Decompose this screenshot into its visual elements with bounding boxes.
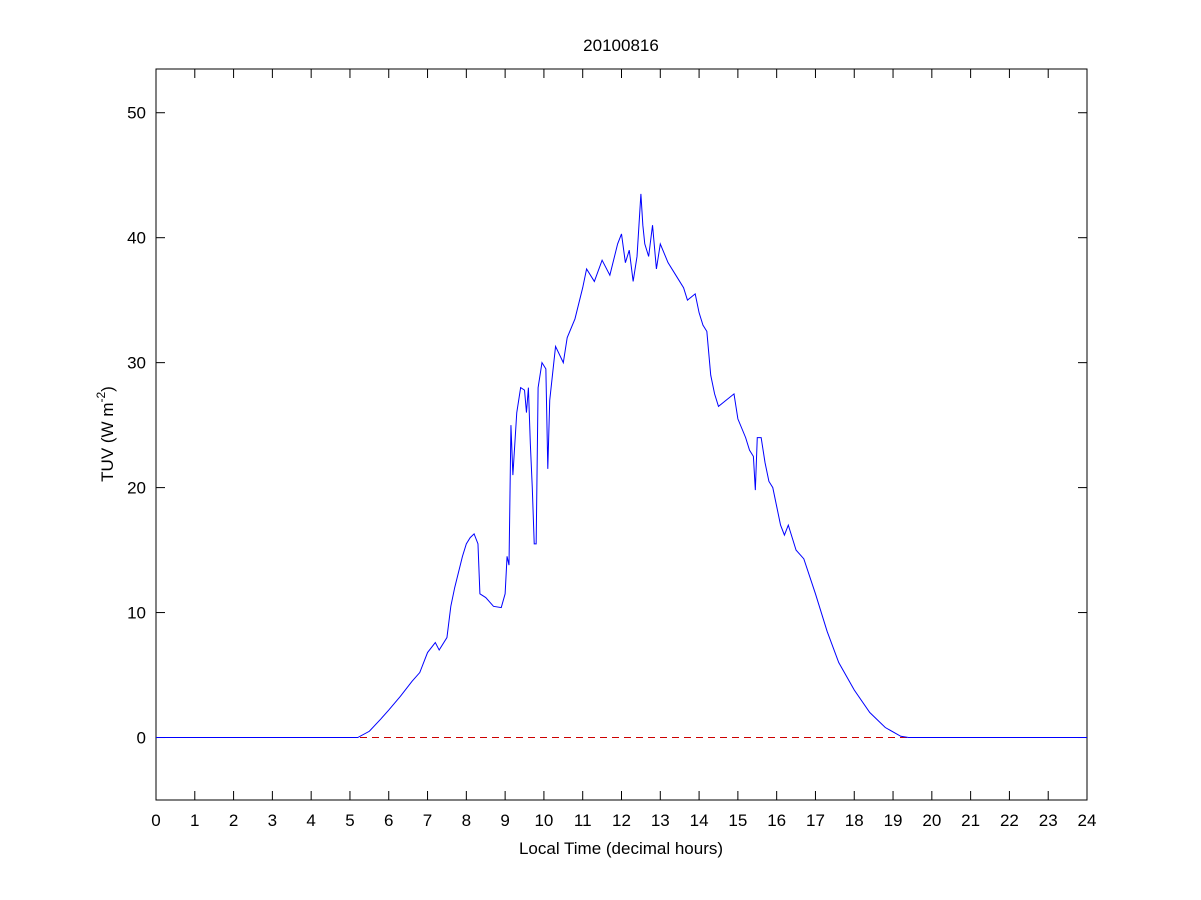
x-tick-label: 1 — [190, 811, 199, 830]
x-tick-label: 22 — [1000, 811, 1019, 830]
x-tick-label: 3 — [268, 811, 277, 830]
x-tick-label: 6 — [384, 811, 393, 830]
axes-box — [155, 68, 1088, 801]
x-tick-label: 16 — [767, 811, 786, 830]
x-tick-label: 10 — [534, 811, 553, 830]
x-tick-label: 21 — [961, 811, 980, 830]
x-tick-label: 13 — [651, 811, 670, 830]
x-tick-label: 14 — [690, 811, 709, 830]
y-tick-label: 0 — [137, 729, 146, 748]
x-axis-label: Local Time (decimal hours) — [519, 839, 723, 858]
y-label-main: TUV (W m — [98, 403, 117, 482]
x-tick-label: 0 — [151, 811, 160, 830]
x-tick-label: 15 — [728, 811, 747, 830]
x-tick-label: 23 — [1039, 811, 1058, 830]
x-tick-label: 24 — [1078, 811, 1097, 830]
x-tick-label: 2 — [229, 811, 238, 830]
y-tick-label: 50 — [127, 104, 146, 123]
x-tick-label: 12 — [612, 811, 631, 830]
x-tick-label: 20 — [922, 811, 941, 830]
y-label-tail: ) — [98, 386, 117, 392]
x-tick-label: 8 — [462, 811, 471, 830]
y-tick-label: 40 — [127, 229, 146, 248]
y-tick-label: 20 — [127, 479, 146, 498]
x-tick-label: 7 — [423, 811, 432, 830]
x-tick-label: 9 — [500, 811, 509, 830]
x-tick-label: 18 — [845, 811, 864, 830]
y-axis-label: TUV (W m-2) — [94, 386, 117, 482]
x-tick-label: 17 — [806, 811, 825, 830]
x-tick-label: 4 — [306, 811, 315, 830]
y-tick-label: 10 — [127, 604, 146, 623]
chart-title: 20100816 — [583, 36, 659, 55]
x-tick-label: 5 — [345, 811, 354, 830]
data-line — [156, 193, 1087, 739]
y-label-sup: -2 — [94, 392, 108, 403]
x-tick-label: 19 — [884, 811, 903, 830]
y-tick-label: 30 — [127, 354, 146, 373]
x-tick-label: 11 — [574, 811, 592, 830]
